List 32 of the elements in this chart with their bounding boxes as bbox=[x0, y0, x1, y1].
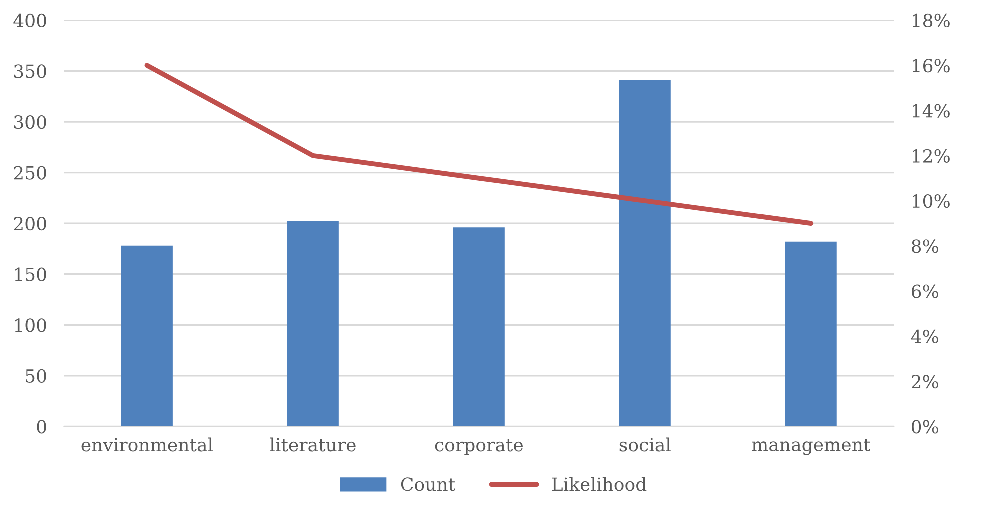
x-tick-label: literature bbox=[270, 438, 356, 452]
y2-tick-label: 8% bbox=[912, 240, 938, 254]
y2-tick-label: 4% bbox=[911, 330, 938, 344]
y-tick-label: 0 bbox=[37, 420, 46, 434]
y2-tick-label: 2% bbox=[912, 375, 938, 389]
x-tick-label: corporate bbox=[435, 439, 523, 456]
bar bbox=[287, 222, 339, 427]
y-tick-label: 350 bbox=[14, 64, 46, 78]
y2-tick-label: 12% bbox=[913, 149, 950, 163]
y-tick-label: 300 bbox=[14, 115, 46, 130]
y-tick-label: 250 bbox=[14, 166, 46, 180]
y-tick-label: 200 bbox=[14, 217, 46, 231]
y2-tick-label: 16% bbox=[913, 59, 950, 73]
x-tick-label: social bbox=[620, 438, 671, 452]
y-tick-label: 50 bbox=[26, 369, 46, 384]
bar bbox=[453, 228, 505, 427]
bar bbox=[121, 246, 173, 427]
y2-tick-label: 0% bbox=[912, 420, 938, 434]
legend-label: Likelihood bbox=[552, 477, 647, 492]
x-tick-label: management bbox=[752, 438, 871, 456]
y-tick-label: 400 bbox=[14, 14, 46, 28]
y-tick-label: 150 bbox=[15, 268, 46, 282]
y2-tick-label: 14% bbox=[913, 104, 950, 118]
line-series bbox=[144, 63, 814, 226]
x-tick-label: environmental bbox=[82, 438, 213, 452]
bar bbox=[619, 80, 671, 427]
y2-tick-label: 10% bbox=[913, 194, 950, 208]
legend-label: Count bbox=[401, 478, 456, 492]
y2-tick-label: 6% bbox=[912, 284, 938, 298]
y2-tick-label: 18% bbox=[913, 14, 950, 28]
bar bbox=[785, 242, 837, 427]
y-tick-label: 100 bbox=[15, 318, 46, 332]
